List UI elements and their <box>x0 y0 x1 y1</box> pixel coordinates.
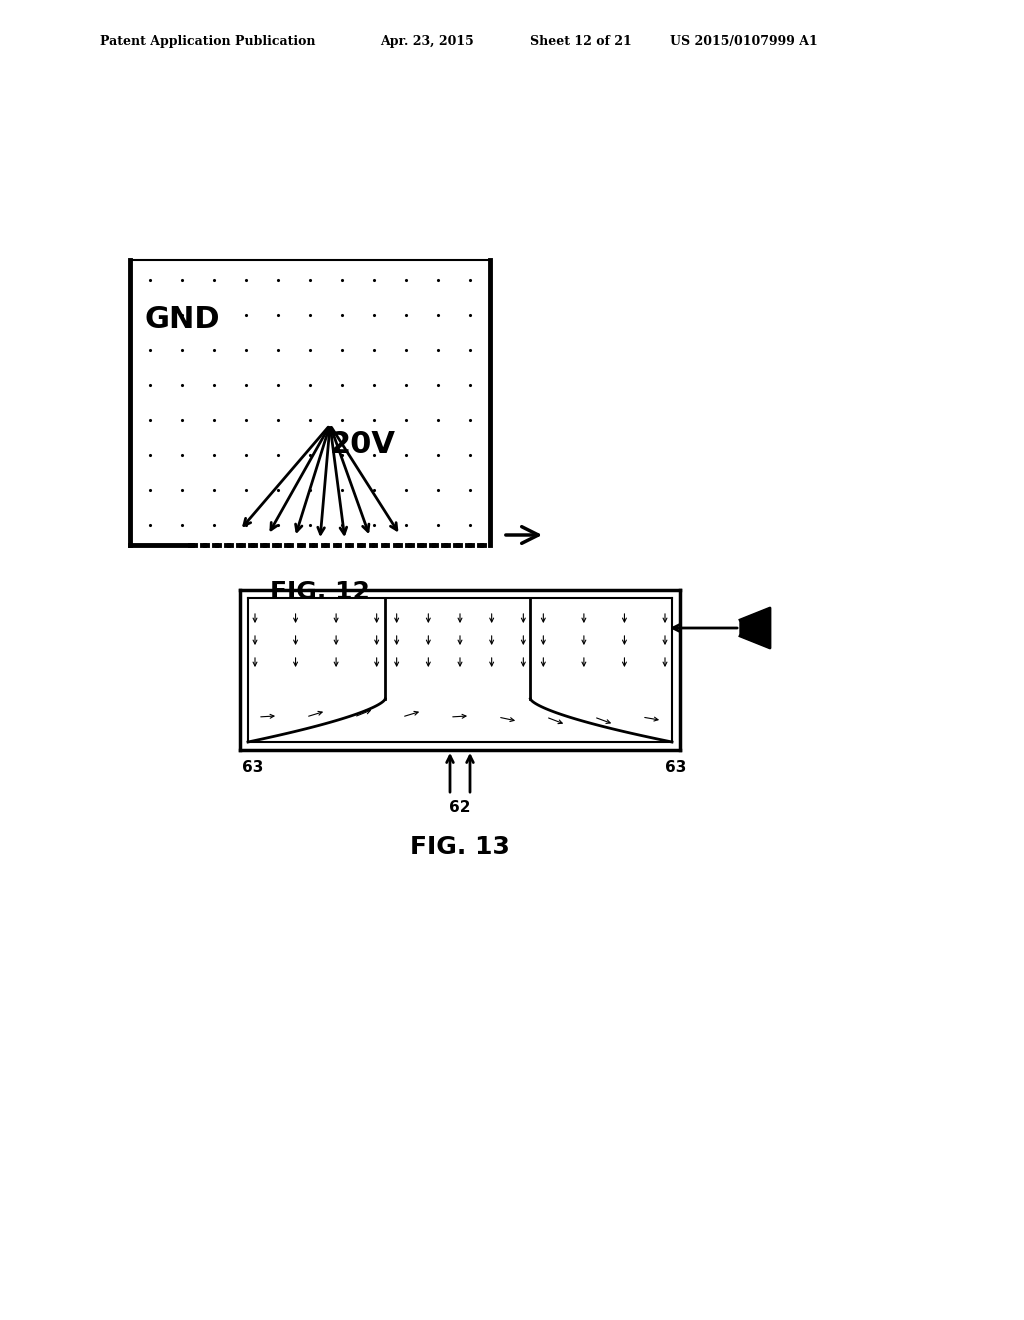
Text: Patent Application Publication: Patent Application Publication <box>100 36 315 48</box>
Text: 63: 63 <box>665 760 686 775</box>
Text: FIG. 12: FIG. 12 <box>270 579 370 605</box>
Text: 20V: 20V <box>330 430 396 459</box>
Text: Apr. 23, 2015: Apr. 23, 2015 <box>380 36 474 48</box>
Polygon shape <box>740 609 770 648</box>
Text: GND: GND <box>145 305 220 334</box>
Text: FIG. 13: FIG. 13 <box>410 836 510 859</box>
Text: 60: 60 <box>745 620 766 635</box>
Text: US 2015/0107999 A1: US 2015/0107999 A1 <box>670 36 818 48</box>
Text: 63: 63 <box>242 760 263 775</box>
Text: Sheet 12 of 21: Sheet 12 of 21 <box>530 36 632 48</box>
Text: 62: 62 <box>450 800 471 814</box>
